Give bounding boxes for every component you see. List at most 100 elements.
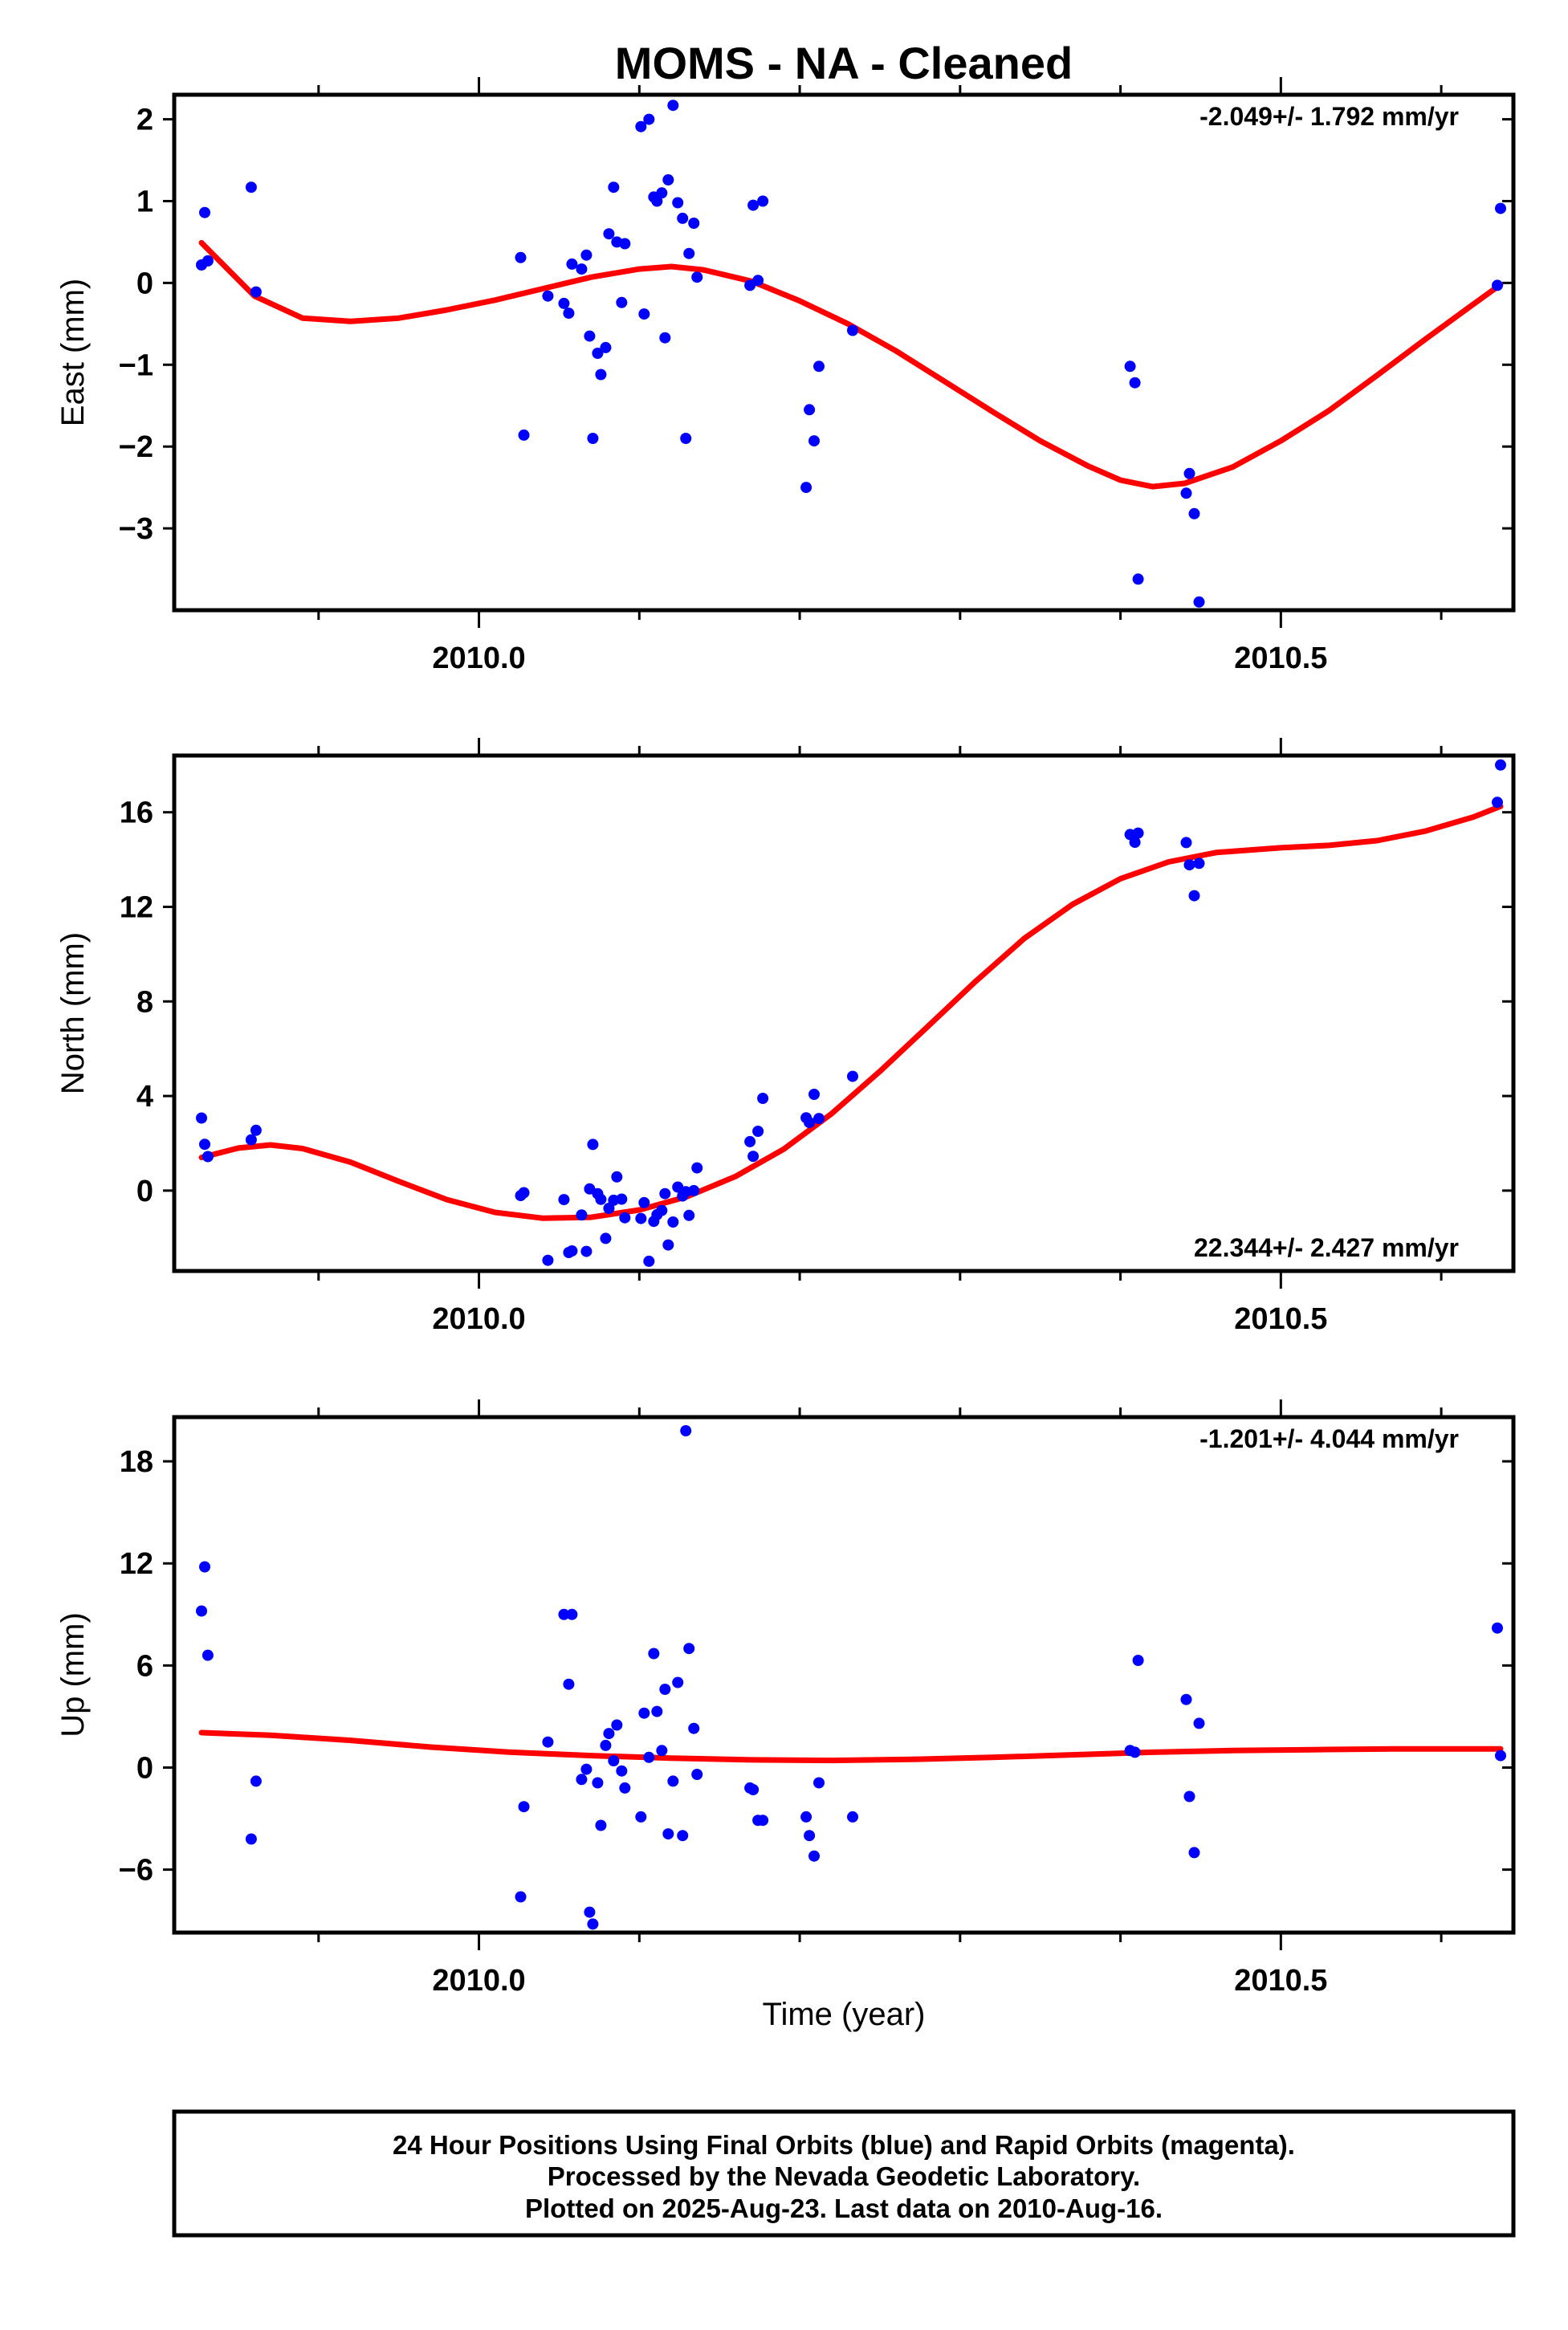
data-point xyxy=(1132,573,1144,585)
data-point xyxy=(1193,596,1205,608)
panels-group: 2 1 0 −1 −2 −3 2010.0 2010.5 East (mm) -2.049+/- … xyxy=(55,77,1516,1998)
data-point xyxy=(800,1811,813,1823)
data-point xyxy=(651,1705,663,1717)
y-tick-label: −3 xyxy=(119,512,153,546)
fit-curve xyxy=(198,803,1504,1221)
panel-2: 16 12 8 4 0 2010.0 2010.5 North (mm) 22.344+/- 2… xyxy=(55,738,1516,1336)
data-point xyxy=(580,1245,593,1257)
data-point xyxy=(619,1782,631,1794)
data-point xyxy=(518,429,530,441)
footer-line-2: Processed by the Nevada Geodetic Laborat… xyxy=(548,2161,1140,2191)
data-point xyxy=(587,433,599,444)
data-point xyxy=(1129,837,1141,849)
data-point xyxy=(691,271,703,283)
data-point xyxy=(662,174,674,185)
y-tick-label: −1 xyxy=(119,348,153,382)
data-point xyxy=(1188,1847,1200,1859)
x-axis-label: Time (year) xyxy=(763,1997,926,2032)
data-point xyxy=(199,206,210,218)
data-point xyxy=(245,1134,257,1146)
data-point xyxy=(587,1139,599,1151)
data-point xyxy=(667,1216,679,1228)
data-point xyxy=(659,1684,671,1695)
data-point xyxy=(619,238,631,250)
y-tick-label: 8 xyxy=(136,985,153,1019)
x-tick-label: 2010.5 xyxy=(1234,642,1327,675)
data-point xyxy=(595,1193,607,1205)
data-point xyxy=(667,100,679,112)
data-point xyxy=(592,1777,604,1789)
data-point xyxy=(1188,507,1200,519)
data-point xyxy=(600,1739,612,1751)
data-point xyxy=(1180,837,1192,849)
data-point xyxy=(643,1751,655,1763)
data-point xyxy=(688,1722,700,1734)
data-point xyxy=(199,1561,210,1573)
data-point xyxy=(616,1765,628,1777)
data-point xyxy=(558,297,570,309)
panel-1: 2 1 0 −1 −2 −3 2010.0 2010.5 East (mm) -2.049+/- … xyxy=(55,77,1516,675)
data-point xyxy=(580,249,593,261)
data-point xyxy=(202,255,214,267)
data-point xyxy=(800,482,813,494)
data-point xyxy=(683,247,695,259)
data-point xyxy=(1132,1655,1144,1666)
data-point xyxy=(202,1151,214,1163)
data-point xyxy=(677,212,689,224)
data-point xyxy=(659,1187,671,1200)
data-point xyxy=(643,113,655,125)
y-tick-label: 0 xyxy=(136,1751,153,1785)
y-tick-label: 0 xyxy=(136,1175,153,1208)
data-point xyxy=(635,120,647,132)
data-point xyxy=(757,1093,769,1104)
data-point xyxy=(680,433,692,444)
data-point xyxy=(603,228,615,240)
data-point xyxy=(757,1815,769,1827)
data-point xyxy=(656,1745,668,1757)
data-point xyxy=(576,1209,588,1221)
data-point xyxy=(752,275,764,287)
data-point xyxy=(1188,890,1200,902)
data-point xyxy=(747,1151,760,1163)
data-point xyxy=(566,1245,578,1257)
data-point xyxy=(677,1830,689,1842)
data-point xyxy=(566,258,578,270)
data-point xyxy=(659,332,671,344)
data-point xyxy=(1183,467,1195,479)
data-point xyxy=(515,1891,527,1903)
data-point xyxy=(518,1187,530,1199)
data-point xyxy=(245,1833,257,1845)
data-point xyxy=(600,341,612,353)
data-point xyxy=(199,1139,210,1151)
panel-frame xyxy=(172,92,1516,613)
data-point xyxy=(747,199,760,211)
data-point xyxy=(638,308,650,320)
data-point xyxy=(643,1255,655,1267)
data-point xyxy=(250,1124,262,1136)
data-point xyxy=(595,369,607,381)
data-point xyxy=(683,1643,695,1655)
data-point xyxy=(1495,1750,1506,1762)
data-point xyxy=(584,330,596,342)
data-point xyxy=(744,1135,756,1147)
data-point xyxy=(1193,1717,1205,1729)
footer-box xyxy=(172,2109,1516,2238)
data-point xyxy=(847,324,858,336)
data-point xyxy=(813,360,825,373)
data-point xyxy=(1180,487,1192,499)
data-point xyxy=(656,187,668,199)
data-point xyxy=(542,290,554,302)
data-point xyxy=(584,1906,596,1918)
y-axis-label: North (mm) xyxy=(55,932,91,1094)
data-point xyxy=(656,1204,668,1216)
data-point xyxy=(603,1203,615,1214)
data-point xyxy=(1129,377,1141,389)
data-point xyxy=(558,1608,570,1620)
data-point xyxy=(608,181,620,193)
data-point xyxy=(1183,859,1195,871)
data-point xyxy=(813,1113,825,1125)
data-point xyxy=(563,308,575,320)
data-point xyxy=(688,1184,700,1196)
data-point xyxy=(672,197,684,209)
